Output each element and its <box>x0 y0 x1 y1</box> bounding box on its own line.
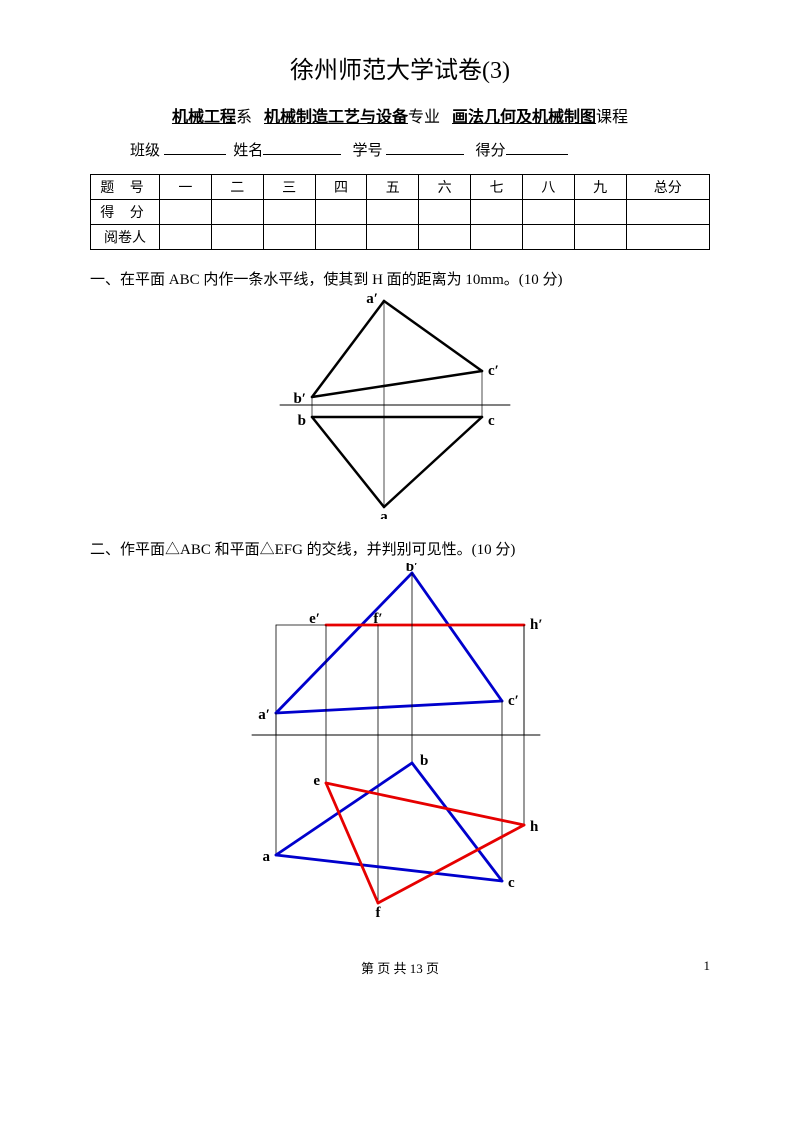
name-blank[interactable] <box>263 139 341 155</box>
col-4: 四 <box>315 175 367 200</box>
col-total: 总分 <box>626 175 709 200</box>
svg-text:h′: h′ <box>530 617 543 633</box>
course-suffix: 课程 <box>596 109 628 126</box>
svg-text:b′: b′ <box>406 563 419 575</box>
major: 机械制造工艺与设备 <box>264 109 408 126</box>
course: 画法几何及机械制图 <box>452 109 596 126</box>
svg-text:c′: c′ <box>488 363 499 379</box>
score-label: 得分 <box>476 143 506 159</box>
dept: 机械工程 <box>172 109 236 126</box>
id-label: 学号 <box>353 143 383 159</box>
exam-title: 徐州师范大学试卷(3) <box>90 50 710 85</box>
col-9: 九 <box>574 175 626 200</box>
figure-1: a′ b′ c′ b c a <box>90 293 710 524</box>
col-2: 二 <box>211 175 263 200</box>
class-label: 班级 <box>130 143 160 159</box>
footer-text: 第 页 共 13 页 <box>361 961 439 976</box>
svg-text:b: b <box>420 753 428 769</box>
svg-text:e: e <box>313 773 320 789</box>
svg-text:c: c <box>488 413 495 429</box>
col-8: 八 <box>522 175 574 200</box>
class-blank[interactable] <box>164 139 226 155</box>
col-1: 一 <box>160 175 212 200</box>
diagram-2: b′ e′ f′ h′ a′ c′ b e a h c f <box>240 563 560 923</box>
question-2: 二、作平面△ABC 和平面△EFG 的交线，并判别可见性。(10 分) <box>90 538 710 559</box>
score-table: 题 号 一 二 三 四 五 六 七 八 九 总分 得 分 阅卷人 <box>90 174 710 250</box>
svg-text:a′: a′ <box>366 293 378 307</box>
diagram-1: a′ b′ c′ b c a <box>250 293 550 519</box>
row1-head: 题 号 <box>91 175 160 200</box>
svg-text:a′: a′ <box>258 707 270 723</box>
col-6: 六 <box>419 175 471 200</box>
row2-head: 得 分 <box>91 200 160 225</box>
dept-suffix: 系 <box>236 109 252 126</box>
svg-text:a: a <box>263 849 271 865</box>
svg-text:c′: c′ <box>508 693 519 709</box>
figure-2: b′ e′ f′ h′ a′ c′ b e a h c f <box>90 563 710 928</box>
col-5: 五 <box>367 175 419 200</box>
exam-subtitle: 机械工程系 机械制造工艺与设备专业 画法几何及机械制图课程 <box>90 103 710 127</box>
major-suffix: 专业 <box>408 109 440 126</box>
id-blank[interactable] <box>386 139 464 155</box>
name-label: 姓名 <box>233 143 263 159</box>
footer: 第 页 共 13 页 1 <box>90 958 710 977</box>
svg-text:b: b <box>298 413 306 429</box>
col-3: 三 <box>263 175 315 200</box>
row3-head: 阅卷人 <box>91 225 160 250</box>
info-line: 班级 姓名 学号 得分 <box>130 139 710 160</box>
col-7: 七 <box>471 175 523 200</box>
svg-text:e′: e′ <box>309 611 320 627</box>
score-blank[interactable] <box>506 139 568 155</box>
svg-text:f′: f′ <box>373 611 382 627</box>
svg-text:a: a <box>380 509 388 519</box>
svg-text:h: h <box>530 819 539 835</box>
svg-text:f: f <box>376 905 382 921</box>
page-number: 1 <box>704 958 711 974</box>
svg-text:c: c <box>508 875 515 891</box>
svg-text:b′: b′ <box>293 391 306 407</box>
question-1: 一、在平面 ABC 内作一条水平线，使其到 H 面的距离为 10mm。(10 分… <box>90 268 710 289</box>
